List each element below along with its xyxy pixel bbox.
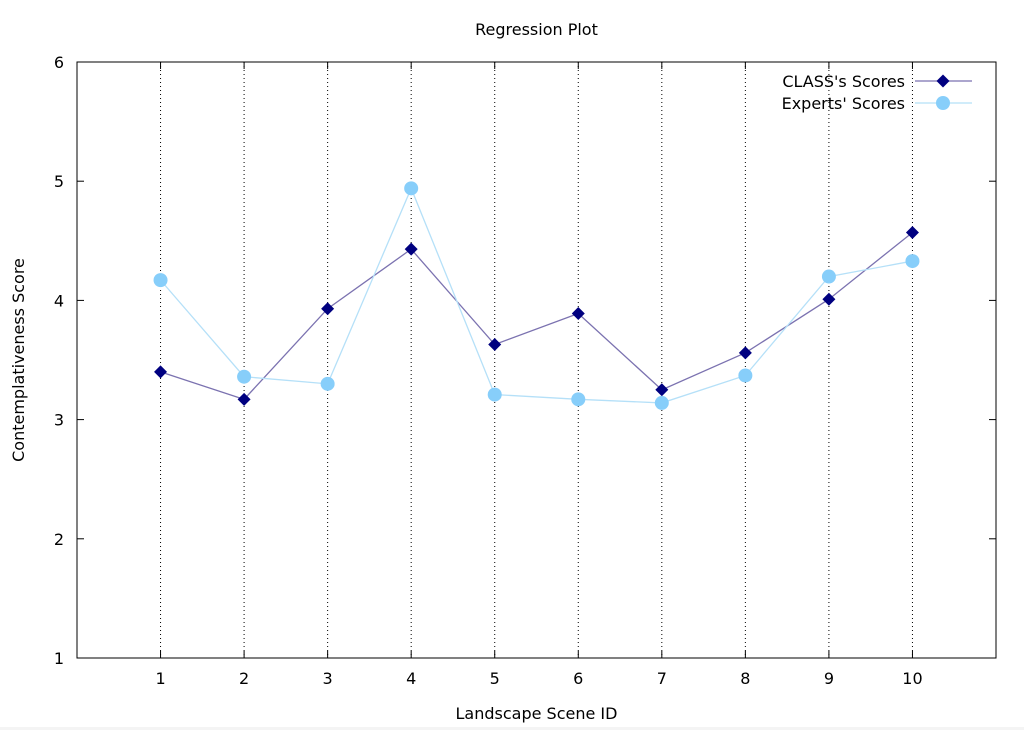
y-tick-label: 5 xyxy=(54,172,64,191)
y-tick-label: 1 xyxy=(54,649,64,668)
y-tick-label: 6 xyxy=(54,53,64,72)
data-point-0-4 xyxy=(404,242,418,256)
x-tick-label: 7 xyxy=(657,669,667,688)
series-1 xyxy=(153,181,920,410)
data-point-0-1 xyxy=(154,365,168,379)
x-tick-label: 4 xyxy=(406,669,416,688)
data-point-0-2 xyxy=(237,392,251,406)
y-axis-label: Contemplativeness Score xyxy=(9,258,28,462)
data-point-1-2 xyxy=(237,369,252,384)
data-point-1-7 xyxy=(654,395,669,410)
x-tick-label: 1 xyxy=(155,669,165,688)
plot-frame xyxy=(76,61,997,659)
data-point-0-6 xyxy=(571,307,585,321)
data-point-1-9 xyxy=(821,269,836,284)
x-tick-label: 8 xyxy=(740,669,750,688)
x-tick-label: 9 xyxy=(824,669,834,688)
data-point-0-5 xyxy=(488,338,502,352)
legend: CLASS's Scores Experts' Scores xyxy=(782,72,972,113)
data-point-1-5 xyxy=(487,387,502,402)
data-point-1-1 xyxy=(153,273,168,288)
data-point-0-8 xyxy=(738,346,752,360)
data-point-0-10 xyxy=(905,225,919,239)
data-point-1-6 xyxy=(571,392,586,407)
series-line-0 xyxy=(160,231,913,401)
data-point-1-3 xyxy=(320,376,335,391)
y-tick-label: 3 xyxy=(54,411,64,430)
x-tick-label: 6 xyxy=(573,669,583,688)
legend-label-0: CLASS's Scores xyxy=(782,72,905,91)
series-line-1 xyxy=(160,186,913,404)
data-point-1-4 xyxy=(404,181,419,196)
x-tick-label: 5 xyxy=(490,669,500,688)
series-layer xyxy=(153,181,920,410)
y-tick-label: 2 xyxy=(54,530,64,549)
legend-marker-1 xyxy=(936,96,950,110)
x-tick-label: 3 xyxy=(323,669,333,688)
grid-layer xyxy=(160,62,913,658)
x-axis-label: Landscape Scene ID xyxy=(456,704,618,723)
data-point-0-9 xyxy=(822,292,836,306)
legend-label-1: Experts' Scores xyxy=(782,94,905,113)
tick-layer: 1 2 3 4 5 6 7 8 9 10 1 2 3 4 5 6 xyxy=(54,53,996,688)
bottom-divider xyxy=(0,727,1024,730)
legend-marker-0 xyxy=(936,74,950,88)
x-tick-label: 10 xyxy=(902,669,922,688)
data-point-1-10 xyxy=(905,254,920,269)
data-point-1-8 xyxy=(738,368,753,383)
data-point-0-3 xyxy=(321,302,335,316)
x-tick-label: 2 xyxy=(239,669,249,688)
chart-title: Regression Plot xyxy=(475,20,598,39)
data-point-0-7 xyxy=(655,383,669,397)
y-tick-label: 4 xyxy=(54,291,64,310)
